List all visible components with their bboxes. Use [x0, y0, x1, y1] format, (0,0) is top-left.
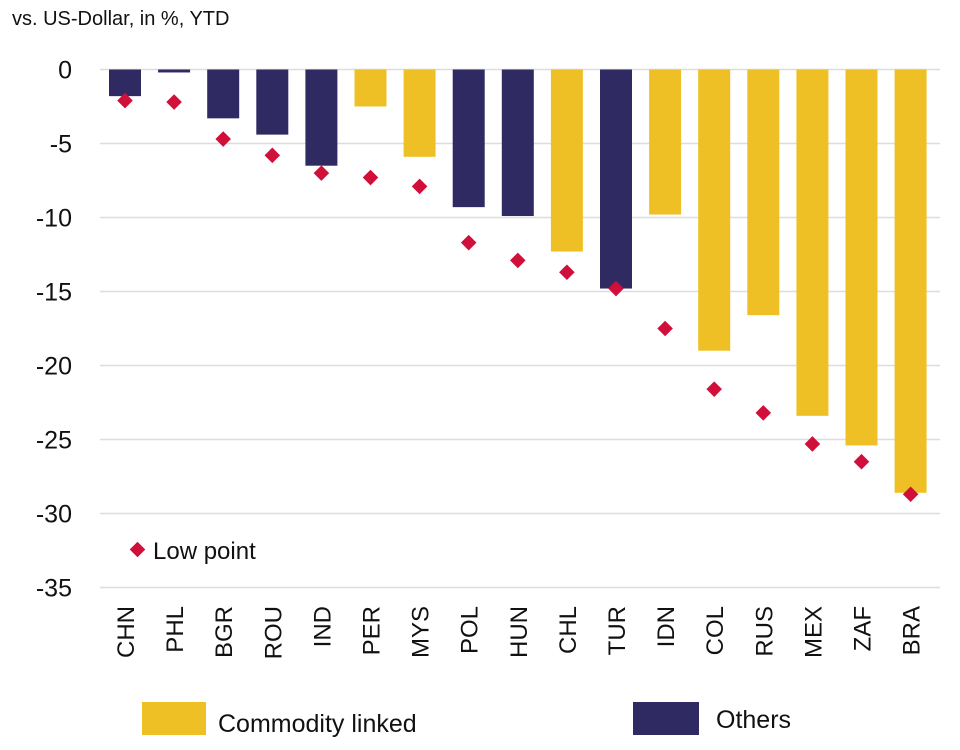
legend-low-point-label: Low point — [153, 538, 256, 565]
low-point-marker-bgr — [215, 131, 231, 147]
chart-subtitle: vs. US-Dollar, in %, YTD — [12, 8, 229, 30]
bar-mys — [403, 69, 436, 157]
bar-phl — [158, 69, 191, 73]
x-tick-label: ZAF — [850, 606, 877, 651]
bar-rou — [256, 69, 289, 135]
low-point-marker-per — [362, 169, 379, 186]
low-point-marker-idn — [657, 320, 673, 337]
x-tick-label: PER — [359, 606, 386, 655]
x-tick-label: HUN — [506, 606, 533, 658]
x-tick-label: MEX — [800, 606, 827, 658]
bar-chn — [109, 69, 141, 97]
low-point-marker-chn — [117, 92, 133, 109]
bars — [109, 69, 927, 493]
x-tick-label: RUS — [751, 606, 778, 657]
x-tick-label: BGR — [211, 606, 238, 658]
legend-commodity: Commodity linked — [142, 702, 417, 738]
legend-low-point-marker — [129, 541, 146, 558]
x-tick-label: POL — [457, 606, 484, 654]
legend-others: Others — [633, 702, 791, 735]
low-point-marker-zaf — [853, 453, 870, 470]
bar-mex — [796, 69, 829, 416]
bar-idn — [649, 69, 682, 215]
x-tick-label: ROU — [260, 606, 287, 659]
bar-col — [698, 69, 731, 351]
y-tick-label: 0 — [58, 57, 72, 85]
low-point-marker-rus — [755, 405, 772, 421]
x-tick-label: IDN — [653, 606, 680, 647]
y-tick-label: -10 — [36, 205, 72, 233]
low-point-marker-mys — [411, 178, 428, 195]
bar-tur — [600, 69, 632, 289]
x-tick-label: IND — [309, 606, 336, 647]
bar-rus — [747, 69, 780, 316]
bar-bgr — [207, 69, 240, 119]
y-tick-label: -20 — [36, 353, 72, 381]
legend-commodity-label: Commodity linked — [218, 710, 417, 738]
low-point-marker-pol — [460, 234, 477, 251]
low-point-marker-rou — [264, 147, 281, 164]
bar-per — [354, 69, 387, 107]
low-point-marker-mex — [804, 436, 821, 452]
y-axis-ticks: 0 -5 -10 -15 -20 -25 -30 -35 — [36, 57, 72, 603]
legend-others-swatch — [633, 702, 699, 735]
x-tick-label: CHL — [555, 606, 582, 654]
x-tick-label: PHL — [162, 606, 189, 653]
y-tick-label: -35 — [36, 575, 72, 603]
y-tick-label: -25 — [36, 427, 72, 455]
legend-commodity-swatch — [142, 702, 206, 735]
bar-chl — [550, 69, 583, 252]
low-point-marker-chl — [559, 264, 575, 281]
low-point-marker-hun — [510, 252, 526, 269]
bar-pol — [452, 69, 485, 208]
x-tick-label: COL — [702, 606, 729, 655]
y-tick-label: -5 — [50, 131, 72, 159]
bar-ind — [305, 69, 338, 166]
bar-zaf — [845, 69, 878, 446]
legend-others-label: Others — [716, 706, 791, 734]
x-tick-label: TUR — [604, 606, 631, 655]
bar-hun — [501, 69, 534, 217]
gridlines — [100, 68, 940, 589]
bar-bra — [894, 69, 927, 493]
low-point-marker-phl — [166, 94, 182, 110]
x-tick-label: MYS — [408, 606, 435, 658]
y-tick-label: -30 — [36, 501, 72, 529]
legend-low-point: Low point — [129, 538, 256, 565]
low-point-marker-col — [706, 381, 722, 397]
y-tick-label: -15 — [36, 279, 72, 307]
x-tick-label: CHN — [113, 606, 140, 658]
low-point-marker-ind — [313, 165, 330, 181]
x-axis-labels: CHN PHL BGR ROU IND PER MYS POL HUN CHL TUR IDN COL R… — [113, 606, 926, 659]
x-tick-label: BRA — [899, 606, 926, 655]
